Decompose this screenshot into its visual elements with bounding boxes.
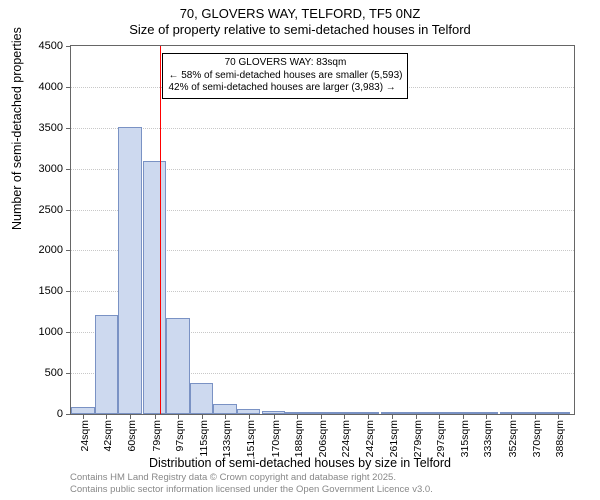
histogram-bar <box>213 404 237 414</box>
y-tick-label: 2000 <box>39 244 63 256</box>
property-marker-line <box>160 46 161 414</box>
x-tick <box>83 414 84 419</box>
y-tick-label: 4000 <box>39 81 63 93</box>
y-tick <box>66 291 71 292</box>
x-tick-label: 279sqm <box>412 420 424 457</box>
x-tick-label: 151sqm <box>245 420 257 457</box>
x-tick-label: 261sqm <box>388 420 400 457</box>
y-axis-label: Number of semi-detached properties <box>10 27 24 230</box>
footer-line-2: Contains public sector information licen… <box>70 484 433 496</box>
x-tick-label: 206sqm <box>317 420 329 457</box>
y-tick <box>66 210 71 211</box>
x-tick <box>155 414 156 419</box>
x-tick <box>249 414 250 419</box>
x-tick-label: 224sqm <box>340 420 352 457</box>
x-tick <box>106 414 107 419</box>
property-callout: 70 GLOVERS WAY: 83sqm← 58% of semi-detac… <box>162 53 408 99</box>
x-tick <box>225 414 226 419</box>
y-tick <box>66 414 71 415</box>
footer-line-1: Contains HM Land Registry data © Crown c… <box>70 472 433 484</box>
x-tick <box>439 414 440 419</box>
callout-line: ← 58% of semi-detached houses are smalle… <box>168 70 402 83</box>
x-tick-label: 24sqm <box>79 420 91 452</box>
x-tick <box>392 414 393 419</box>
y-tick <box>66 332 71 333</box>
y-tick-label: 2500 <box>39 204 63 216</box>
histogram-bar <box>118 127 142 414</box>
y-tick <box>66 169 71 170</box>
y-tick-label: 3000 <box>39 163 63 175</box>
histogram-bar <box>95 315 119 414</box>
y-tick-label: 3500 <box>39 122 63 134</box>
x-axis-label: Distribution of semi-detached houses by … <box>0 456 600 470</box>
x-tick <box>486 414 487 419</box>
histogram-bar <box>71 407 95 414</box>
x-tick <box>202 414 203 419</box>
x-tick-label: 352sqm <box>507 420 519 457</box>
x-tick <box>130 414 131 419</box>
histogram-bar <box>143 161 167 415</box>
x-tick-label: 297sqm <box>435 420 447 457</box>
y-tick <box>66 46 71 47</box>
y-tick-label: 500 <box>45 367 63 379</box>
x-tick-label: 388sqm <box>554 420 566 457</box>
x-tick-label: 115sqm <box>198 420 210 457</box>
x-tick-label: 170sqm <box>270 420 282 457</box>
x-tick <box>274 414 275 419</box>
chart-title-sub: Size of property relative to semi-detach… <box>0 22 600 37</box>
x-tick <box>297 414 298 419</box>
y-tick <box>66 373 71 374</box>
x-tick <box>558 414 559 419</box>
callout-line: 70 GLOVERS WAY: 83sqm <box>168 57 402 70</box>
x-tick <box>511 414 512 419</box>
histogram-bar <box>190 383 214 414</box>
x-tick-label: 370sqm <box>531 420 543 457</box>
y-tick <box>66 250 71 251</box>
x-tick-label: 97sqm <box>174 420 186 452</box>
x-tick-label: 60sqm <box>126 420 138 452</box>
callout-line: 42% of semi-detached houses are larger (… <box>168 82 402 95</box>
y-tick-label: 0 <box>57 408 63 420</box>
x-tick-label: 42sqm <box>102 420 114 452</box>
x-tick-label: 315sqm <box>459 420 471 457</box>
histogram-bar <box>166 318 190 414</box>
x-tick <box>178 414 179 419</box>
x-tick <box>368 414 369 419</box>
y-tick-label: 1000 <box>39 326 63 338</box>
x-tick <box>344 414 345 419</box>
y-tick <box>66 87 71 88</box>
x-tick <box>463 414 464 419</box>
x-tick-label: 333sqm <box>482 420 494 457</box>
x-tick <box>416 414 417 419</box>
x-tick <box>321 414 322 419</box>
x-tick-label: 242sqm <box>364 420 376 457</box>
chart-footer: Contains HM Land Registry data © Crown c… <box>70 472 433 496</box>
x-tick-label: 79sqm <box>151 420 163 452</box>
x-tick-label: 188sqm <box>293 420 305 457</box>
plot-area: 05001000150020002500300035004000450024sq… <box>70 45 575 415</box>
property-size-histogram: 70, GLOVERS WAY, TELFORD, TF5 0NZ Size o… <box>0 0 600 500</box>
gridline <box>71 128 574 129</box>
y-tick-label: 4500 <box>39 40 63 52</box>
x-tick-label: 133sqm <box>221 420 233 457</box>
y-tick-label: 1500 <box>39 285 63 297</box>
x-tick <box>535 414 536 419</box>
chart-title-main: 70, GLOVERS WAY, TELFORD, TF5 0NZ <box>0 6 600 21</box>
y-tick <box>66 128 71 129</box>
